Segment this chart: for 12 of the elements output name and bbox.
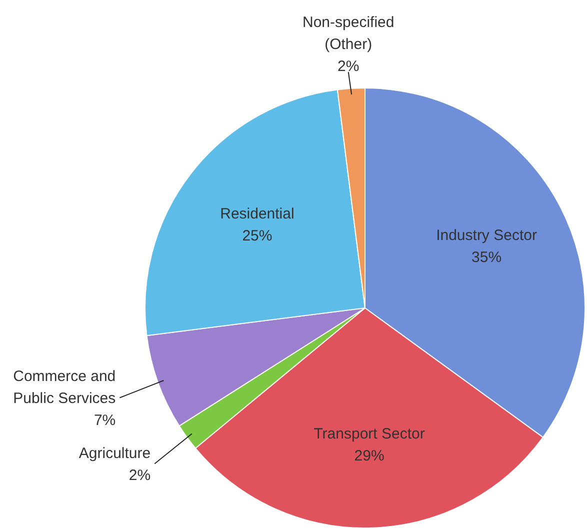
data-label: 7% bbox=[94, 412, 116, 429]
data-label: 35% bbox=[472, 249, 502, 266]
slice-label: Agriculture bbox=[78, 444, 151, 462]
data-label: 2% bbox=[128, 466, 151, 484]
slice-label: Commerce and Public Services bbox=[13, 368, 116, 407]
data-label: 29% bbox=[354, 447, 384, 464]
slice-label: Non-specified (Other) bbox=[302, 14, 394, 53]
slice-label: Transport Sector bbox=[314, 425, 425, 442]
data-label: 25% bbox=[242, 227, 272, 244]
data-label: 2% bbox=[338, 58, 360, 75]
slice-label: Residential bbox=[220, 205, 294, 222]
slice-label: Industry Sector bbox=[436, 227, 537, 244]
